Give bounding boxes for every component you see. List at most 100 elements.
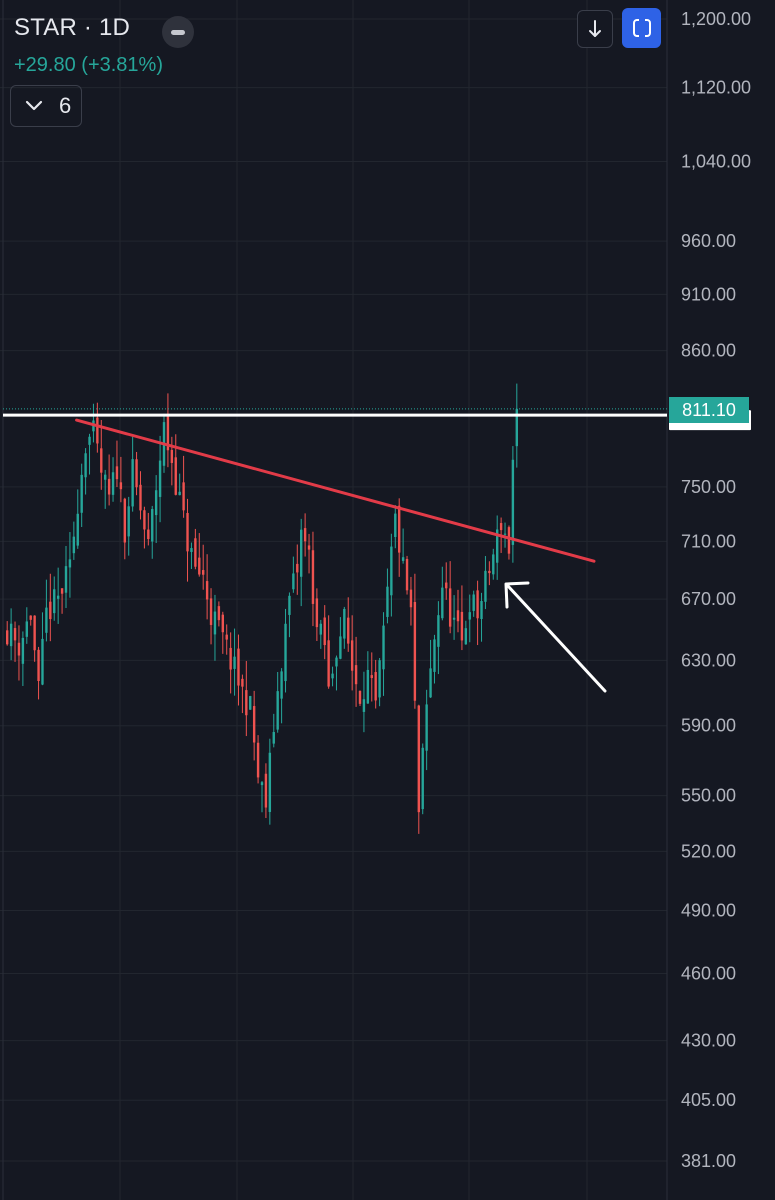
candle-body xyxy=(198,557,201,575)
candle-body xyxy=(68,559,72,568)
candle-body xyxy=(178,491,181,496)
price-axis-label: 1,120.00 xyxy=(681,78,751,98)
indicators-toggle-button[interactable]: 6 xyxy=(10,85,82,127)
candle-body xyxy=(382,625,385,670)
candle-body xyxy=(386,586,389,617)
candle-body xyxy=(158,460,162,497)
candle-body xyxy=(378,660,381,698)
price-axis-label: 960.00 xyxy=(681,231,736,251)
candle-body xyxy=(272,732,275,744)
candle-body xyxy=(445,582,448,589)
candle-body xyxy=(264,773,268,808)
candle-body xyxy=(76,513,79,546)
candle-body xyxy=(421,747,424,810)
candle-body xyxy=(56,595,60,599)
candle-body xyxy=(323,617,326,646)
candle-body xyxy=(433,639,436,672)
candle-body xyxy=(202,570,205,575)
candle-body xyxy=(194,538,197,567)
candle-body xyxy=(64,566,68,593)
candle-body xyxy=(53,589,56,614)
candle-body xyxy=(252,706,256,743)
candle-body xyxy=(300,529,303,577)
candle-body xyxy=(104,474,107,480)
price-axis-label: 550.00 xyxy=(681,786,736,806)
candle-body xyxy=(335,657,338,667)
price-axis-label: 1,040.00 xyxy=(681,151,751,171)
candle-body xyxy=(107,478,111,495)
candle-body xyxy=(17,642,21,656)
candle-body xyxy=(21,637,25,664)
candle-body xyxy=(143,510,146,530)
arrow-down-icon xyxy=(589,20,601,37)
fullscreen-icon xyxy=(632,18,651,38)
price-axis-label: 860.00 xyxy=(681,341,736,361)
candle-body xyxy=(284,623,287,682)
chevron-down-icon xyxy=(25,100,43,111)
candle-body xyxy=(441,587,444,619)
candle-body xyxy=(29,615,32,620)
candle-body xyxy=(72,536,76,554)
candle-body xyxy=(499,523,503,531)
candle-body xyxy=(460,611,464,641)
candle-body xyxy=(515,408,518,447)
candle-body xyxy=(413,602,417,701)
candle-body xyxy=(464,628,468,645)
candle-body xyxy=(343,608,346,639)
candle-body xyxy=(41,638,44,685)
indicator-count: 6 xyxy=(59,93,72,118)
candle-body xyxy=(374,672,377,701)
minimize-button[interactable] xyxy=(162,16,194,48)
candle-body xyxy=(209,598,213,625)
candle-body xyxy=(256,742,260,778)
candle-body xyxy=(213,611,217,635)
candle-body xyxy=(190,548,193,552)
candle-body xyxy=(170,449,174,463)
ticker-title[interactable]: STAR · 1D xyxy=(14,14,131,41)
candle-body xyxy=(88,436,91,445)
candle-body xyxy=(9,623,13,647)
candle-body xyxy=(339,636,342,659)
candle-body xyxy=(468,612,471,620)
candle-body xyxy=(135,459,138,488)
candle-body xyxy=(25,621,28,637)
candle-body xyxy=(6,630,9,645)
candle-body xyxy=(296,563,299,573)
price-axis-label: 910.00 xyxy=(681,284,736,304)
candle-body xyxy=(60,588,64,594)
candle-body xyxy=(49,601,52,620)
price-axis-label: 750.00 xyxy=(681,477,736,497)
candle-body xyxy=(452,617,456,620)
candle-body xyxy=(358,690,362,704)
candle-body xyxy=(260,782,264,786)
candle-body xyxy=(398,505,401,553)
candle-body xyxy=(480,601,483,619)
candle-body xyxy=(33,615,36,651)
candle-body xyxy=(405,558,409,591)
candle-body xyxy=(488,570,491,574)
price-axis-label: 405.00 xyxy=(681,1090,736,1110)
candle-body xyxy=(100,448,103,473)
price-axis-label: 590.00 xyxy=(681,716,736,736)
price-axis-label: 1,200.00 xyxy=(681,9,751,29)
minus-icon xyxy=(171,29,185,35)
fullscreen-button[interactable] xyxy=(622,8,661,48)
candle-body xyxy=(311,550,315,604)
candle-body xyxy=(448,588,452,627)
candle-body xyxy=(366,669,370,704)
candle-body xyxy=(390,546,393,596)
candle-body xyxy=(484,570,487,602)
descending-trendline xyxy=(75,418,596,563)
candle-body xyxy=(347,617,350,644)
candle-body xyxy=(409,589,413,608)
candle-body xyxy=(429,668,432,698)
candle-body xyxy=(166,413,170,451)
candle-body xyxy=(182,482,185,511)
candle-body xyxy=(472,594,475,611)
candle-body xyxy=(225,634,228,640)
candle-body xyxy=(96,417,99,444)
scroll-to-latest-button[interactable] xyxy=(577,10,613,48)
candle-body xyxy=(327,640,330,687)
candle-body xyxy=(229,647,232,670)
